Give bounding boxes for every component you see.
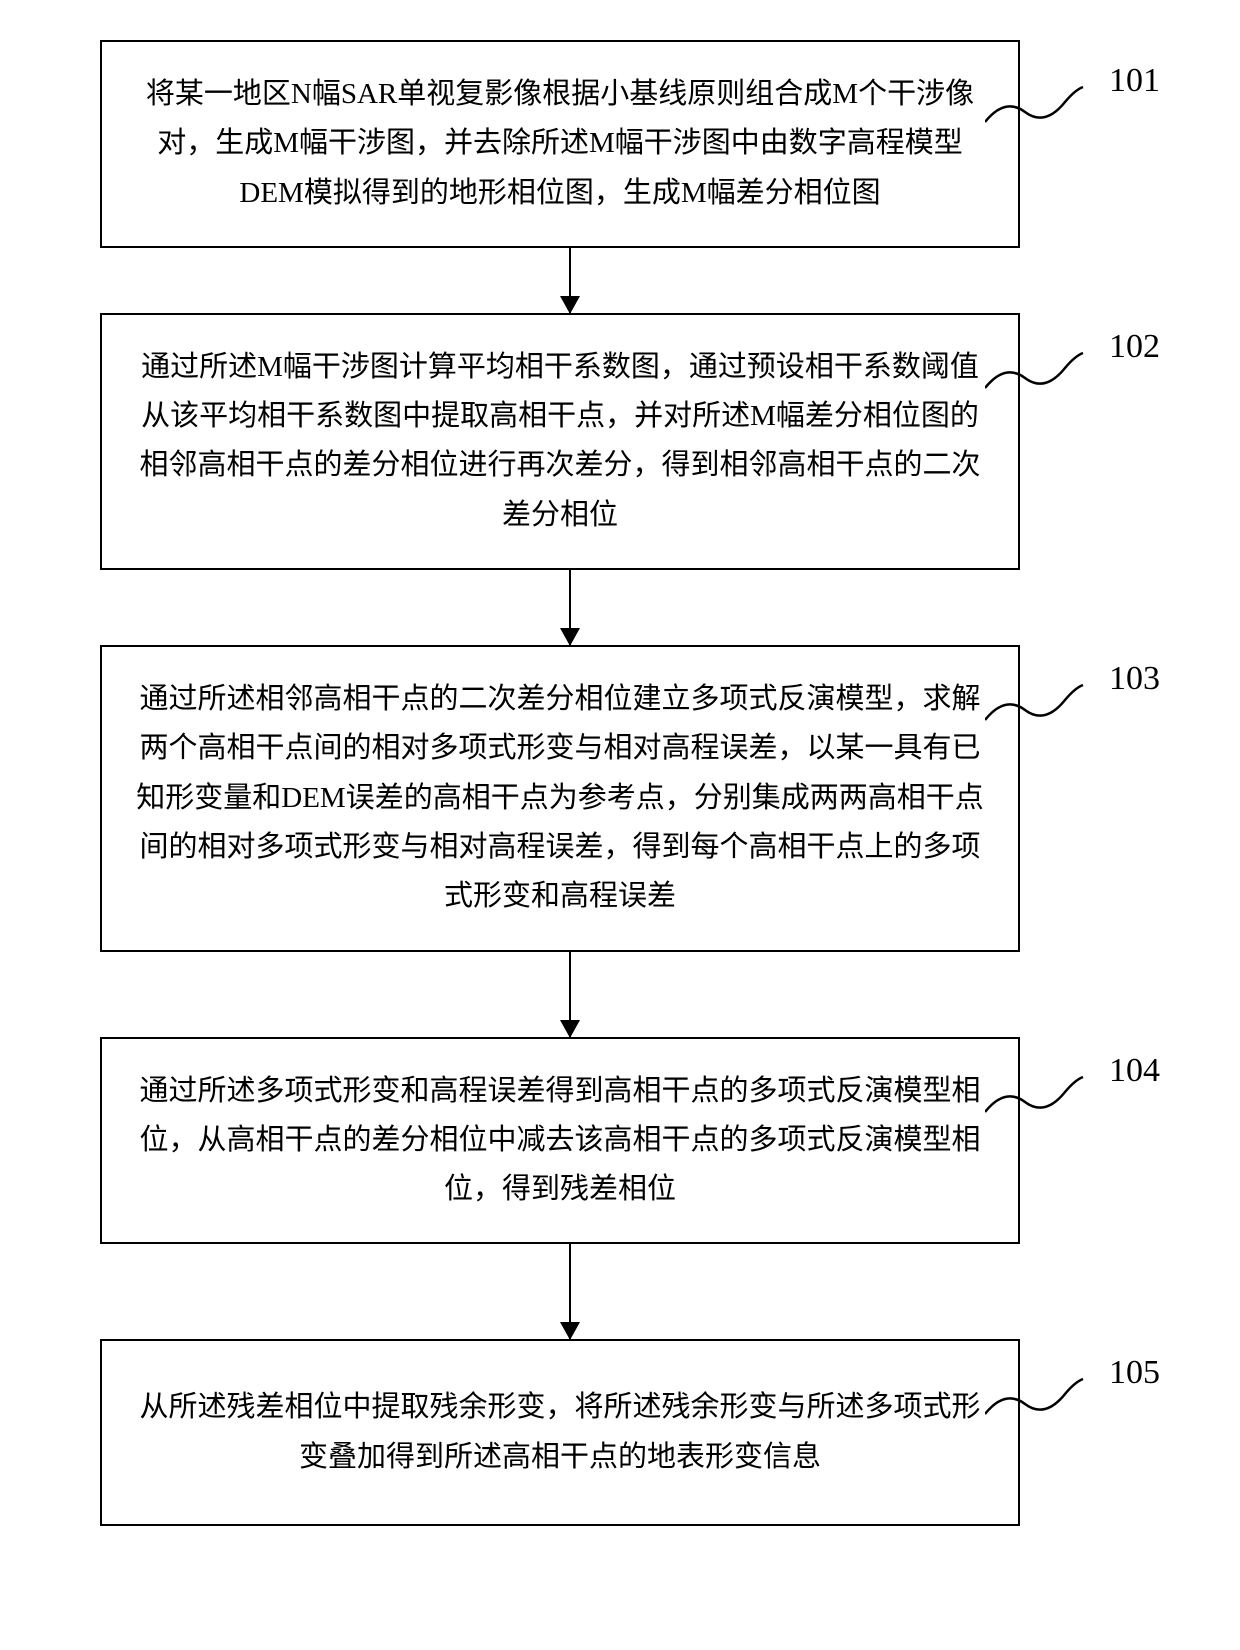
- step-wrapper-5: 从所述残差相位中提取残余形变，将所述残余形变与所述多项式形变叠加得到所述高相干点…: [60, 1339, 1180, 1526]
- step-label-2: 102: [1109, 328, 1160, 366]
- step-label-1: 101: [1109, 62, 1160, 100]
- arrow-1: [569, 248, 572, 313]
- step-label-4: 104: [1109, 1052, 1160, 1090]
- connector-squiggle-3: [985, 680, 1085, 735]
- step-wrapper-3: 通过所述相邻高相干点的二次差分相位建立多项式反演模型，求解两个高相干点间的相对多…: [60, 645, 1180, 951]
- step-box-2: 通过所述M幅干涉图计算平均相干系数图，通过预设相干系数阈值从该平均相干系数图中提…: [100, 313, 1020, 570]
- connector-squiggle-1: [985, 82, 1085, 137]
- arrow-4: [569, 1244, 572, 1339]
- step-box-1: 将某一地区N幅SAR单视复影像根据小基线原则组合成M个干涉像对，生成M幅干涉图，…: [100, 40, 1020, 248]
- step-box-4: 通过所述多项式形变和高程误差得到高相干点的多项式反演模型相位，从高相干点的差分相…: [100, 1037, 1020, 1245]
- step-text-3: 通过所述相邻高相干点的二次差分相位建立多项式反演模型，求解两个高相干点间的相对多…: [136, 683, 983, 912]
- arrow-head-1: [560, 296, 580, 314]
- connector-squiggle-2: [985, 348, 1085, 403]
- arrow-head-2: [560, 628, 580, 646]
- step-wrapper-4: 通过所述多项式形变和高程误差得到高相干点的多项式反演模型相位，从高相干点的差分相…: [60, 1037, 1180, 1245]
- step-wrapper-1: 将某一地区N幅SAR单视复影像根据小基线原则组合成M个干涉像对，生成M幅干涉图，…: [60, 40, 1180, 248]
- step-text-2: 通过所述M幅干涉图计算平均相干系数图，通过预设相干系数阈值从该平均相干系数图中提…: [139, 351, 980, 531]
- step-text-4: 通过所述多项式形变和高程误差得到高相干点的多项式反演模型相位，从高相干点的差分相…: [139, 1075, 980, 1206]
- step-label-5: 105: [1109, 1354, 1160, 1392]
- arrow-2: [569, 570, 572, 645]
- connector-squiggle-5: [985, 1374, 1085, 1429]
- step-text-1: 将某一地区N幅SAR单视复影像根据小基线原则组合成M个干涉像对，生成M幅干涉图，…: [146, 78, 974, 209]
- connector-squiggle-4: [985, 1072, 1085, 1127]
- arrow-head-4: [560, 1322, 580, 1340]
- step-box-3: 通过所述相邻高相干点的二次差分相位建立多项式反演模型，求解两个高相干点间的相对多…: [100, 645, 1020, 951]
- arrow-head-3: [560, 1020, 580, 1038]
- flowchart-container: 将某一地区N幅SAR单视复影像根据小基线原则组合成M个干涉像对，生成M幅干涉图，…: [60, 40, 1180, 1526]
- step-text-5: 从所述残差相位中提取残余形变，将所述残余形变与所述多项式形变叠加得到所述高相干点…: [139, 1391, 980, 1472]
- arrow-3: [569, 952, 572, 1037]
- step-label-3: 103: [1109, 660, 1160, 698]
- step-box-5: 从所述残差相位中提取残余形变，将所述残余形变与所述多项式形变叠加得到所述高相干点…: [100, 1339, 1020, 1526]
- step-wrapper-2: 通过所述M幅干涉图计算平均相干系数图，通过预设相干系数阈值从该平均相干系数图中提…: [60, 313, 1180, 570]
